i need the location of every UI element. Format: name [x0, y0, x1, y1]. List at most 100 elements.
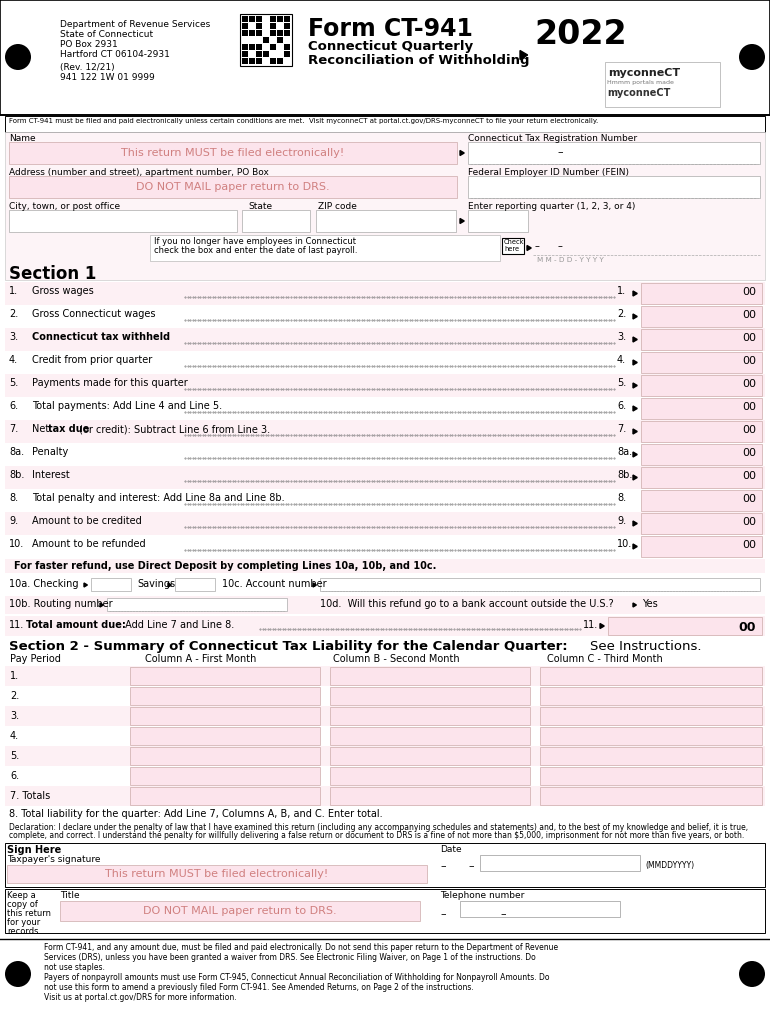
Bar: [330, 787, 530, 805]
Text: Column C - Third Month: Column C - Third Month: [547, 654, 663, 664]
Text: 10c. Account number: 10c. Account number: [222, 579, 326, 589]
Bar: [540, 687, 762, 705]
Text: (or credit): Subtract Line 6 from Line 3.: (or credit): Subtract Line 6 from Line 3…: [76, 424, 270, 434]
Polygon shape: [100, 603, 103, 607]
Text: Date: Date: [440, 845, 462, 854]
Bar: [460, 901, 620, 918]
Bar: [5, 686, 765, 706]
Text: 00: 00: [742, 517, 756, 527]
Bar: [5, 535, 765, 558]
Text: Payers of nonpayroll amounts must use Form CT-945, Connecticut Annual Reconcilia: Payers of nonpayroll amounts must use Fo…: [44, 973, 550, 982]
Text: Telephone number: Telephone number: [440, 891, 524, 900]
Text: Amount to be credited: Amount to be credited: [32, 516, 142, 526]
Polygon shape: [633, 521, 638, 526]
Text: 8. Total liability for the quarter: Add Line 7, Columns A, B, and C. Enter total: 8. Total liability for the quarter: Add …: [9, 809, 383, 819]
Text: 1.: 1.: [10, 671, 19, 681]
Text: tax due: tax due: [48, 424, 89, 434]
Bar: [91, 578, 131, 591]
Circle shape: [739, 961, 765, 987]
Bar: [5, 726, 765, 746]
Bar: [9, 210, 237, 232]
Text: 10a. Checking: 10a. Checking: [9, 579, 79, 589]
Bar: [256, 23, 262, 29]
Text: PO Box 2931: PO Box 2931: [60, 40, 118, 49]
Bar: [5, 616, 765, 636]
Polygon shape: [168, 583, 172, 587]
Text: 5.: 5.: [617, 378, 626, 388]
Polygon shape: [600, 624, 604, 629]
Bar: [641, 421, 762, 442]
Bar: [284, 30, 290, 36]
Bar: [5, 746, 765, 766]
Bar: [256, 44, 262, 50]
Text: Interest: Interest: [32, 470, 70, 480]
Bar: [277, 58, 283, 63]
Text: If you no longer have employees in Connecticut: If you no longer have employees in Conne…: [154, 237, 356, 246]
Bar: [240, 14, 292, 66]
Text: This return MUST be filed electronically!: This return MUST be filed electronically…: [105, 869, 329, 879]
Text: –: –: [535, 241, 540, 251]
Text: 7.: 7.: [617, 424, 626, 434]
Bar: [5, 132, 765, 280]
Text: 4.: 4.: [9, 355, 18, 365]
Bar: [608, 617, 762, 635]
Circle shape: [5, 961, 31, 987]
Polygon shape: [460, 151, 464, 156]
Text: 10d.  Will this refund go to a bank account outside the U.S.?: 10d. Will this refund go to a bank accou…: [320, 599, 614, 609]
Bar: [107, 598, 287, 611]
Text: 00: 00: [742, 287, 756, 297]
Bar: [605, 62, 720, 106]
Text: 4.: 4.: [10, 731, 19, 741]
Text: Penalty: Penalty: [32, 447, 69, 457]
Text: Connecticut Tax Registration Number: Connecticut Tax Registration Number: [468, 134, 637, 143]
Text: Hartford CT 06104-2931: Hartford CT 06104-2931: [60, 50, 170, 59]
Text: 00: 00: [742, 425, 756, 435]
Bar: [540, 667, 762, 685]
Text: State: State: [248, 202, 272, 211]
Text: complete, and correct. I understand the penalty for willfully delivering a false: complete, and correct. I understand the …: [9, 831, 745, 840]
Text: for your: for your: [7, 918, 40, 927]
Text: Name: Name: [9, 134, 35, 143]
Text: Net: Net: [32, 424, 52, 434]
Bar: [175, 578, 215, 591]
Text: Form CT-941 must be filed and paid electronically unless certain conditions are : Form CT-941 must be filed and paid elect…: [9, 118, 598, 124]
Bar: [540, 746, 762, 765]
Bar: [242, 16, 248, 22]
Bar: [5, 559, 765, 573]
Text: copy of: copy of: [7, 900, 38, 909]
Text: Title: Title: [60, 891, 79, 900]
Bar: [263, 37, 269, 43]
Bar: [502, 238, 524, 254]
Text: Credit from prior quarter: Credit from prior quarter: [32, 355, 152, 365]
Text: 00: 00: [742, 494, 756, 504]
Text: Total amount due:: Total amount due:: [26, 620, 126, 630]
Polygon shape: [633, 291, 638, 296]
Text: –: –: [500, 909, 506, 919]
Text: not use this form to amend a previously filed Form CT-941. See Amended Returns, : not use this form to amend a previously …: [44, 983, 474, 992]
Text: –: –: [440, 909, 446, 919]
Text: This return MUST be filed electronically!: This return MUST be filed electronically…: [122, 148, 345, 158]
Text: –: –: [558, 241, 563, 251]
Bar: [242, 210, 310, 232]
Bar: [242, 58, 248, 63]
Bar: [7, 865, 427, 883]
Text: Savings: Savings: [137, 579, 175, 589]
Text: 00: 00: [738, 621, 756, 634]
Text: 6.: 6.: [9, 401, 18, 411]
Text: Gross wages: Gross wages: [32, 286, 94, 296]
Bar: [277, 16, 283, 22]
Text: 3.: 3.: [9, 332, 18, 342]
Bar: [5, 328, 765, 351]
Bar: [5, 305, 765, 328]
Polygon shape: [633, 429, 638, 434]
Bar: [641, 306, 762, 327]
Bar: [130, 767, 320, 785]
Text: check the box and enter the date of last payroll.: check the box and enter the date of last…: [154, 246, 357, 255]
Bar: [641, 467, 762, 488]
Bar: [284, 51, 290, 57]
Bar: [270, 44, 276, 50]
Bar: [284, 16, 290, 22]
Bar: [5, 374, 765, 397]
Text: Section 1: Section 1: [9, 265, 96, 283]
Bar: [5, 666, 765, 686]
